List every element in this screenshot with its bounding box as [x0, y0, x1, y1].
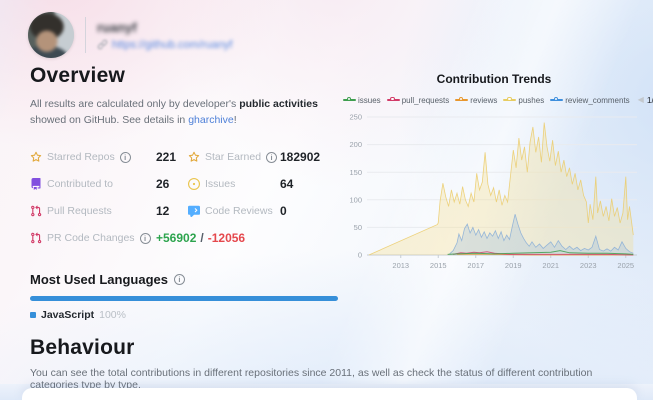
legend-item-pull-requests[interactable]: pull_requests: [386, 95, 450, 105]
stat-label: Issues: [205, 178, 236, 191]
additions-value: +56902: [156, 231, 197, 246]
legend-marker-icon: [503, 96, 517, 104]
stat-star-earned: Star Earned i: [188, 144, 280, 171]
languages-title: Most Used Languages: [30, 271, 168, 287]
stat-starred-repos: Starred Repos i: [30, 144, 156, 171]
value-separator: /: [200, 231, 204, 246]
code-review-icon: [188, 205, 200, 218]
language-distribution-bar[interactable]: [30, 295, 338, 301]
legend-item-issues[interactable]: issues: [343, 96, 381, 105]
behaviour-title: Behaviour: [30, 336, 135, 359]
info-icon[interactable]: i: [139, 232, 151, 244]
overview-desc-bold: public activities: [239, 98, 318, 110]
svg-text:2013: 2013: [392, 261, 409, 270]
avatar: [28, 12, 74, 58]
svg-text:150: 150: [349, 168, 362, 177]
stat-contributed-to: Contributed to: [30, 171, 156, 198]
star-icon: [30, 151, 42, 163]
stat-label: Pull Requests: [47, 205, 112, 218]
svg-text:2023: 2023: [580, 261, 597, 270]
stat-value-star-earned: 182902: [280, 150, 321, 165]
stat-label: Star Earned: [205, 151, 262, 164]
legend-label: review_comments: [565, 95, 630, 105]
legend-marker-icon: [455, 96, 469, 104]
svg-text:2021: 2021: [542, 261, 559, 270]
header-divider: [85, 17, 86, 53]
svg-text:2017: 2017: [467, 261, 484, 270]
overview-stats-table: Starred Repos i 221 Star Earned i 182902…: [30, 144, 338, 252]
info-icon[interactable]: i: [119, 151, 131, 163]
profile-header: ruanyf https://github.com/ruanyf: [28, 12, 232, 58]
stat-value-code-reviews: 0: [280, 204, 287, 219]
contribution-trends-section: Contribution Trends issues pull_requests…: [343, 72, 653, 283]
chart-title: Contribution Trends: [436, 72, 552, 86]
stat-value-pull-requests: 12: [156, 204, 170, 219]
pull-request-icon: [30, 205, 42, 217]
stat-value-contributed-to: 26: [156, 177, 170, 192]
svg-text:0: 0: [358, 251, 362, 260]
overview-desc-middle: showed on GitHub. See details in: [30, 114, 189, 127]
stat-pr-code-changes: PR Code Changes i: [30, 225, 156, 252]
legend-label: reviews: [470, 95, 498, 105]
legend-item-pushes[interactable]: pushes: [503, 96, 544, 105]
overview-desc-lead: All results are calculated only by devel…: [30, 98, 240, 110]
page-indicator: 1/2: [646, 95, 653, 105]
stat-label: Code Reviews: [205, 205, 273, 218]
stat-label: PR Code Changes: [47, 232, 135, 245]
repo-icon: [30, 178, 42, 190]
link-icon: [97, 39, 108, 50]
stat-pull-requests: Pull Requests: [30, 198, 156, 225]
chart-legend: issues pull_requests reviews pushes revi…: [343, 95, 653, 105]
svg-text:2025: 2025: [617, 261, 634, 270]
legend-item-reviews[interactable]: reviews: [455, 96, 497, 105]
deletions-value: -12056: [207, 231, 246, 246]
info-icon[interactable]: i: [173, 273, 185, 285]
legend-label: issues: [358, 95, 381, 105]
star-icon: [188, 151, 200, 163]
stat-label: Starred Repos: [47, 151, 115, 164]
legend-label: pushes: [518, 95, 545, 105]
svg-text:100: 100: [349, 195, 362, 204]
svg-text:2019: 2019: [505, 261, 522, 270]
legend-label: pull_requests: [401, 95, 450, 105]
username: ruanyf: [97, 19, 137, 35]
legend-marker-icon: [550, 96, 564, 104]
svg-text:2015: 2015: [430, 261, 447, 270]
issue-icon: [188, 178, 200, 191]
behaviour-section: Behaviour You can see the total contribu…: [30, 336, 630, 391]
language-item: JavaScript 100%: [30, 309, 338, 321]
contribution-trends-chart[interactable]: 0 50 100 150 200 250 2013 2015 2017 2019 2021 2023 2…: [343, 107, 645, 283]
legend-item-review-comments[interactable]: review_comments: [550, 95, 630, 105]
stat-code-reviews: Code Reviews: [188, 198, 280, 225]
svg-text:200: 200: [349, 140, 362, 149]
stat-value-starred-repos: 221: [156, 150, 177, 165]
pull-request-icon: [30, 232, 42, 244]
stat-label: Contributed to: [47, 178, 113, 191]
legend-pagination: ◀ 1/2 ▶: [638, 95, 653, 105]
svg-text:250: 250: [349, 113, 362, 122]
prev-page-button[interactable]: ◀: [637, 95, 644, 104]
legend-marker-icon: [343, 96, 356, 104]
overview-description: All results are calculated only by devel…: [30, 96, 336, 129]
overview-desc-tail: !: [233, 114, 237, 127]
language-percent: 100%: [99, 308, 126, 321]
language-name: JavaScript: [41, 308, 95, 321]
stat-value-pr-code-changes: +56902 / -12056: [156, 225, 338, 252]
info-icon[interactable]: i: [266, 151, 278, 163]
legend-marker-icon: [386, 96, 400, 104]
overview-title: Overview: [30, 64, 125, 87]
svg-text:50: 50: [354, 223, 362, 232]
stat-value-issues: 64: [280, 177, 294, 192]
language-color-swatch: [30, 311, 36, 318]
profile-link[interactable]: https://github.com/ruanyf: [112, 38, 233, 51]
most-used-languages-section: Most Used Languages i JavaScript 100%: [30, 272, 338, 321]
stat-issues: Issues: [188, 171, 280, 198]
next-section-card-top: [22, 388, 637, 400]
gharchive-link[interactable]: gharchive: [188, 114, 234, 127]
